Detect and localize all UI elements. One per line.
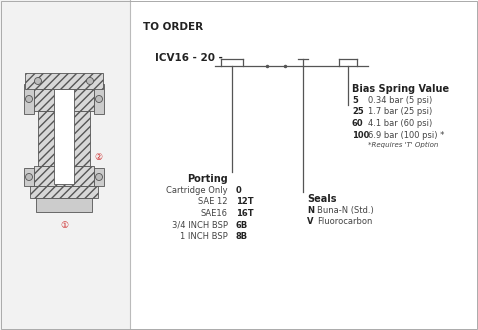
Text: Fluorocarbon: Fluorocarbon [317, 217, 372, 226]
Text: 0: 0 [236, 186, 242, 195]
Text: 4.1 bar (60 psi): 4.1 bar (60 psi) [368, 119, 432, 128]
Text: 1.7 bar (25 psi): 1.7 bar (25 psi) [368, 108, 432, 116]
Text: 3/4 INCH BSP: 3/4 INCH BSP [172, 220, 228, 229]
Text: 8B: 8B [236, 232, 248, 241]
Text: 100: 100 [352, 130, 369, 140]
Text: SAE 12: SAE 12 [198, 197, 228, 207]
Text: Bias Spring Value: Bias Spring Value [352, 84, 449, 94]
Circle shape [96, 95, 102, 103]
Bar [130, 0, 478, 330]
Circle shape [25, 174, 33, 181]
Bar [34, 89, 94, 111]
Text: 25: 25 [352, 108, 364, 116]
Text: ICV16 - 20 -: ICV16 - 20 - [155, 53, 223, 63]
Bar [38, 111, 90, 166]
Text: 6B: 6B [236, 220, 248, 229]
Text: 16T: 16T [236, 209, 254, 218]
Text: 0.34 bar (5 psi): 0.34 bar (5 psi) [368, 96, 432, 105]
Text: Buna-N (Std.): Buna-N (Std.) [317, 206, 374, 215]
Text: 60: 60 [352, 119, 364, 128]
Circle shape [87, 78, 94, 84]
Circle shape [34, 78, 42, 84]
Text: TO ORDER: TO ORDER [143, 22, 203, 32]
Text: *Requires 'T' Option: *Requires 'T' Option [368, 142, 438, 148]
Bar [94, 84, 104, 114]
Text: 6.9 bar (100 psi) *: 6.9 bar (100 psi) * [368, 130, 445, 140]
Text: Cartridge Only: Cartridge Only [166, 186, 228, 195]
Text: 1 INCH BSP: 1 INCH BSP [180, 232, 228, 241]
Bar [24, 168, 34, 186]
Bar [54, 89, 74, 184]
Bar [36, 198, 92, 212]
Text: SAE16: SAE16 [201, 209, 228, 218]
Bar [30, 186, 98, 198]
Bar [34, 166, 94, 186]
Text: 5: 5 [352, 96, 358, 105]
Bar [24, 84, 34, 114]
Text: ①: ① [60, 221, 68, 230]
Text: N: N [307, 206, 314, 215]
Circle shape [25, 95, 33, 103]
Circle shape [96, 174, 102, 181]
Text: V: V [307, 217, 314, 226]
Bar [25, 73, 103, 89]
Bar [94, 168, 104, 186]
Text: Seals: Seals [307, 194, 337, 204]
Text: 12T: 12T [236, 197, 254, 207]
Text: Porting: Porting [187, 174, 228, 184]
Text: ②: ② [94, 153, 102, 162]
